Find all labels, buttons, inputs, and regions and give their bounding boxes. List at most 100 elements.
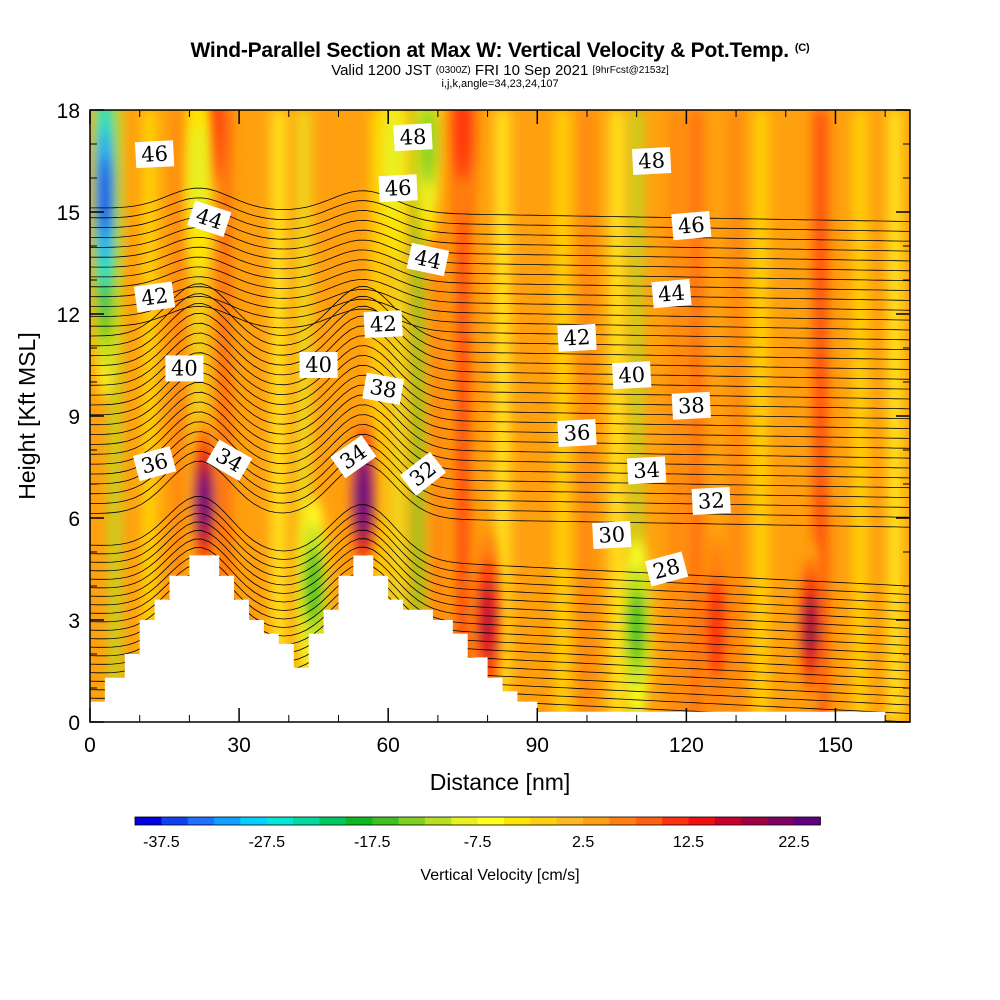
contour-label-0: 46 xyxy=(134,140,175,169)
colorbar-title: Vertical Velocity [cm/s] xyxy=(420,867,579,884)
colorbar-swatch-16 xyxy=(556,817,584,825)
velocity-streak-18 xyxy=(609,110,624,722)
x-axis-title: Distance [nm] xyxy=(430,769,571,795)
velocity-streak-16 xyxy=(555,110,570,722)
y-tick-label-4: 12 xyxy=(57,304,80,327)
downdraft-core-12 xyxy=(185,110,214,278)
theta-isoline xyxy=(90,246,910,282)
contour-label-7: 44 xyxy=(406,242,450,277)
contour-label-text: 42 xyxy=(140,283,170,310)
contour-label-text: 34 xyxy=(633,458,661,483)
contour-label-24: 28 xyxy=(644,551,689,587)
theta-isoline xyxy=(90,302,910,370)
colorbar-swatch-12 xyxy=(451,817,479,825)
colorbar-frame xyxy=(134,816,821,826)
y-tick-label-3: 9 xyxy=(68,406,80,429)
contour-label-21: 34 xyxy=(626,456,667,485)
theta-isoline xyxy=(90,538,910,629)
theta-isoline xyxy=(90,504,910,595)
colorbar-swatch-5 xyxy=(266,817,294,825)
contour-label-text: 42 xyxy=(563,325,591,350)
colorbar-swatch-17 xyxy=(583,817,610,825)
theta-isoline xyxy=(90,530,910,621)
colorbar-label-3: -7.5 xyxy=(464,834,492,851)
velocity-streak-6 xyxy=(271,110,286,722)
theta-isoline xyxy=(90,496,910,587)
contour-label-text: 40 xyxy=(618,363,646,388)
velocity-streak-4 xyxy=(217,110,232,722)
theta-isoline xyxy=(90,547,910,638)
theta-isoline xyxy=(90,555,910,646)
y-tick-label-1: 3 xyxy=(68,610,80,633)
theta-isoline xyxy=(90,227,910,262)
y-axis-title: Height [Kft MSL] xyxy=(14,332,40,499)
colorbar-swatch-19 xyxy=(635,817,663,825)
contour-label-10: 42 xyxy=(557,323,597,352)
colorbar-swatch-10 xyxy=(398,817,426,825)
section-params: i,j,k,angle=34,23,24,107 xyxy=(441,78,559,90)
chart-title-block: Wind-Parallel Section at Max W: Vertical… xyxy=(0,36,1000,90)
contour-label-text: 32 xyxy=(697,488,725,513)
colorbar-swatch-7 xyxy=(319,817,347,825)
valid-prefix: Valid 1200 JST xyxy=(331,62,432,79)
contour-label-text: 46 xyxy=(677,212,706,238)
terrain-mask xyxy=(90,555,886,722)
downdraft-core-7 xyxy=(90,110,119,400)
theta-isoline xyxy=(90,197,910,232)
colorbar-label-6: 22.5 xyxy=(778,834,809,851)
theta-isoline xyxy=(90,256,910,291)
theta-isoline xyxy=(90,312,910,380)
theta-isoline xyxy=(90,513,910,604)
velocity-streak-24 xyxy=(778,110,793,722)
y-tick-label-0: 0 xyxy=(68,712,80,735)
contour-label-text: 46 xyxy=(141,142,169,167)
contour-label-text: 42 xyxy=(369,312,397,337)
colorbar-swatch-24 xyxy=(767,817,795,825)
colorbar-label-4: 2.5 xyxy=(572,834,594,851)
theta-isoline xyxy=(90,372,910,439)
colorbar-swatch-22 xyxy=(714,817,742,825)
contour-label-text: 30 xyxy=(598,522,626,547)
contour-label-14: 38 xyxy=(362,372,405,405)
theta-isoline xyxy=(90,411,910,479)
contour-label-11: 40 xyxy=(165,355,204,382)
velocity-streak-15 xyxy=(520,110,535,722)
contour-label-5: 46 xyxy=(671,210,712,241)
chart-title: Wind-Parallel Section at Max W: Vertical… xyxy=(0,36,1000,63)
valid-zulu: (0300Z) xyxy=(435,65,471,76)
contour-label-text: 38 xyxy=(368,375,398,403)
title-unit: (C) xyxy=(794,42,810,54)
x-tick-label-4: 120 xyxy=(669,734,704,757)
theta-isoline xyxy=(90,342,910,410)
colorbar: -37.5 -27.5 -17.5 -7.5 2.5 12.5 22.5 xyxy=(134,816,821,851)
velocity-streak-17 xyxy=(579,110,594,722)
contour-label-text: 44 xyxy=(657,280,686,306)
colorbar-label-0: -37.5 xyxy=(143,834,180,851)
theta-isoline xyxy=(90,283,910,351)
valid-time-line: Valid 1200 JST (0300Z) FRI 10 Sep 2021 [… xyxy=(0,63,1000,78)
colorbar-swatch-18 xyxy=(609,817,637,825)
colorbar-label-2: -17.5 xyxy=(354,834,391,851)
theta-isoline xyxy=(90,381,910,449)
velocity-streak-27 xyxy=(888,110,903,722)
forecast-info: [9hrFcst@2153z] xyxy=(592,65,669,76)
x-tick-label-3: 90 xyxy=(526,734,549,757)
colorbar-swatch-15 xyxy=(530,817,558,825)
colorbar-swatch-14 xyxy=(504,817,531,825)
x-tick-label-0: 0 xyxy=(84,734,96,757)
colorbar-swatch-4 xyxy=(240,817,268,825)
updraft-core-6 xyxy=(448,110,477,227)
contour-label-text: 40 xyxy=(305,353,332,377)
colorbar-swatch-23 xyxy=(741,817,769,825)
theta-isoline xyxy=(90,362,910,429)
theta-isoline xyxy=(90,322,910,390)
theta-isoline xyxy=(90,305,910,341)
colorbar-swatch-8 xyxy=(345,817,373,825)
contour-label-9: 42 xyxy=(363,310,403,339)
colorbar-swatch-13 xyxy=(477,817,505,825)
contour-label-text: 44 xyxy=(412,245,443,274)
contour-label-text: 48 xyxy=(399,125,427,150)
